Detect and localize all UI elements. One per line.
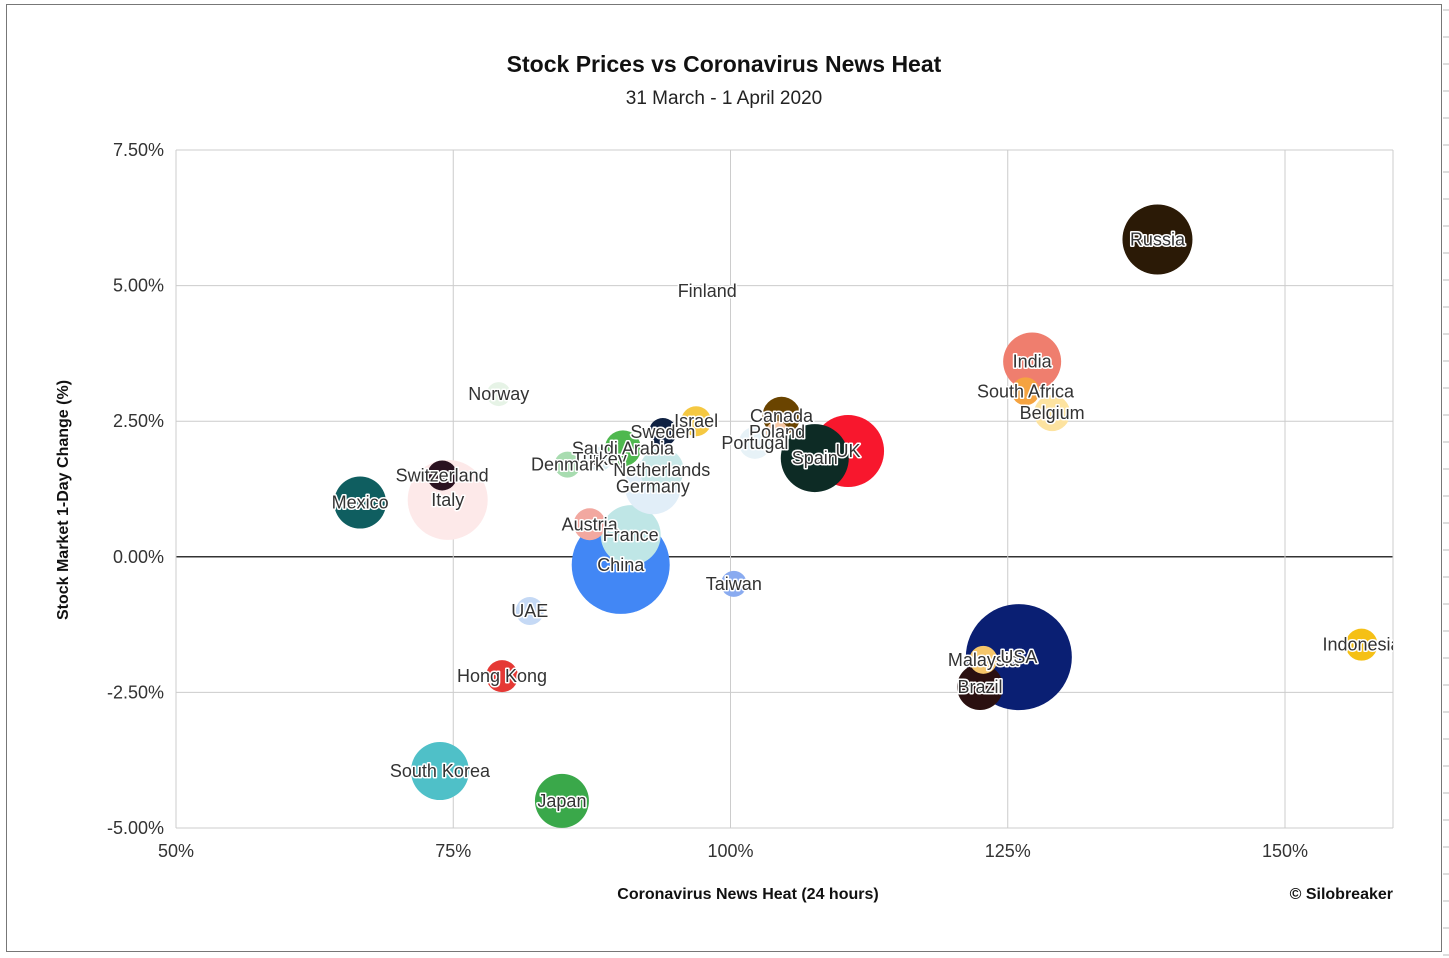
y-axis-ticks: 7.50% 5.00% 2.50% 0.00% -2.50% -5.00%: [107, 140, 164, 838]
bubble-label-austria: Austria: [562, 514, 619, 534]
y-tick-label: 0.00%: [113, 547, 164, 567]
y-axis-title: Stock Market 1-Day Change (%): [55, 380, 72, 620]
chart-title: Stock Prices vs Coronavirus News Heat: [507, 51, 942, 77]
bubble-south-korea[interactable]: [410, 742, 469, 801]
bubble-label-belgium: Belgium: [1020, 403, 1085, 423]
bubble-label-uk: UK: [836, 441, 861, 461]
bubble-brazil[interactable]: [957, 663, 1004, 710]
bubble-denmark[interactable]: [554, 451, 581, 478]
chart-frame: [6, 4, 1442, 952]
bubble-label-germany: Germany: [616, 476, 690, 496]
bubble-label-poland: Poland: [749, 422, 805, 442]
bubble-label-usa: USA: [1000, 647, 1037, 667]
bubble-turkey[interactable]: [587, 447, 612, 472]
bubble-label-norway: Norway: [468, 384, 529, 404]
bubble-netherlands[interactable]: [639, 448, 684, 493]
bubble-label-israel: Israel: [674, 411, 718, 431]
chart-subtitle: 31 March - 1 April 2020: [626, 88, 822, 109]
bubble-portugal[interactable]: [738, 426, 771, 459]
x-tick-label: 50%: [158, 841, 194, 861]
bubble-label-brazil: Brazil: [958, 677, 1003, 697]
y-tick-label: 2.50%: [113, 411, 164, 431]
bubble-saudi-arabia[interactable]: [604, 430, 641, 467]
bubble-label-portugal: Portugal: [721, 433, 788, 453]
x-tick-label: 100%: [707, 841, 753, 861]
bubble-france[interactable]: [600, 505, 661, 566]
bubble-sweden[interactable]: [648, 418, 677, 447]
bubble-label-denmark: Denmark: [531, 455, 605, 475]
credit-label: © Silobreaker: [1290, 886, 1393, 903]
y-tick-label: 5.00%: [113, 276, 164, 296]
bubble-finland[interactable]: [704, 288, 711, 295]
bubble-label-taiwan: Taiwan: [706, 574, 762, 594]
x-tick-label: 150%: [1262, 841, 1308, 861]
y-tick-label: -5.00%: [107, 818, 164, 838]
x-axis-ticks: 50% 75% 100% 125% 150%: [158, 841, 1308, 861]
bubble-israel[interactable]: [681, 406, 712, 437]
bubble-label-china: China: [597, 555, 645, 575]
bubble-label-sweden: Sweden: [630, 422, 695, 442]
bubble-taiwan[interactable]: [720, 570, 747, 597]
bubble-belgium[interactable]: [1034, 395, 1071, 432]
bubble-label-finland: Finland: [678, 281, 737, 301]
bubble-south-africa[interactable]: [1011, 377, 1040, 406]
bubble-label-uae: UAE: [511, 601, 548, 621]
bubble-uae[interactable]: [515, 597, 544, 626]
y-tick-label: -2.50%: [107, 682, 164, 702]
bubble-switzerland[interactable]: [427, 460, 458, 491]
bubble-label-france: France: [603, 525, 659, 545]
bubble-austria[interactable]: [573, 508, 606, 541]
bubble-label-saudi-arabia: Saudi Arabia: [572, 438, 675, 458]
bubble-india[interactable]: [1003, 332, 1062, 391]
bubble-label-italy: Italy: [431, 490, 464, 510]
page-edge-ruler: [1443, 9, 1449, 956]
bubble-label-turkey: Turkey: [572, 449, 626, 469]
bubble-label-russia: Russia: [1130, 229, 1186, 249]
bubble-label-hong-kong: Hong Kong: [457, 666, 547, 686]
grid-lines: [175, 149, 1394, 829]
bubble-indonesia[interactable]: [1345, 628, 1378, 661]
bubble-japan[interactable]: [534, 773, 589, 828]
bubbles: [334, 204, 1378, 828]
y-tick-label: 7.50%: [113, 140, 164, 160]
x-axis-title: Coronavirus News Heat (24 hours): [617, 886, 878, 903]
bubble-russia[interactable]: [1122, 204, 1193, 275]
bubble-label-south-korea: South Korea: [390, 761, 491, 781]
bubble-spain[interactable]: [780, 424, 849, 493]
bubble-label-netherlands: Netherlands: [613, 460, 710, 480]
bubble-mexico[interactable]: [334, 476, 387, 529]
bubble-label-malaysia: Malaysia: [948, 650, 1020, 670]
bubble-label-mexico: Mexico: [332, 493, 389, 513]
bubble-label-south-africa: South Africa: [977, 381, 1075, 401]
bubble-label-japan: Japan: [537, 791, 586, 811]
bubble-label-india: India: [1013, 352, 1053, 372]
bubble-poland[interactable]: [766, 421, 789, 444]
bubble-label-indonesia: Indonesia: [1322, 635, 1401, 655]
x-tick-label: 75%: [435, 841, 471, 861]
bubble-hong-kong[interactable]: [486, 660, 519, 693]
bubble-label-spain: Spain: [792, 448, 838, 468]
bubble-label-switzerland: Switzerland: [396, 465, 489, 485]
x-tick-label: 125%: [985, 841, 1031, 861]
bubble-norway[interactable]: [486, 382, 511, 407]
bubble-label-canada: Canada: [750, 406, 814, 426]
bubble-italy[interactable]: [407, 459, 488, 540]
bubble-malaysia[interactable]: [969, 645, 998, 674]
